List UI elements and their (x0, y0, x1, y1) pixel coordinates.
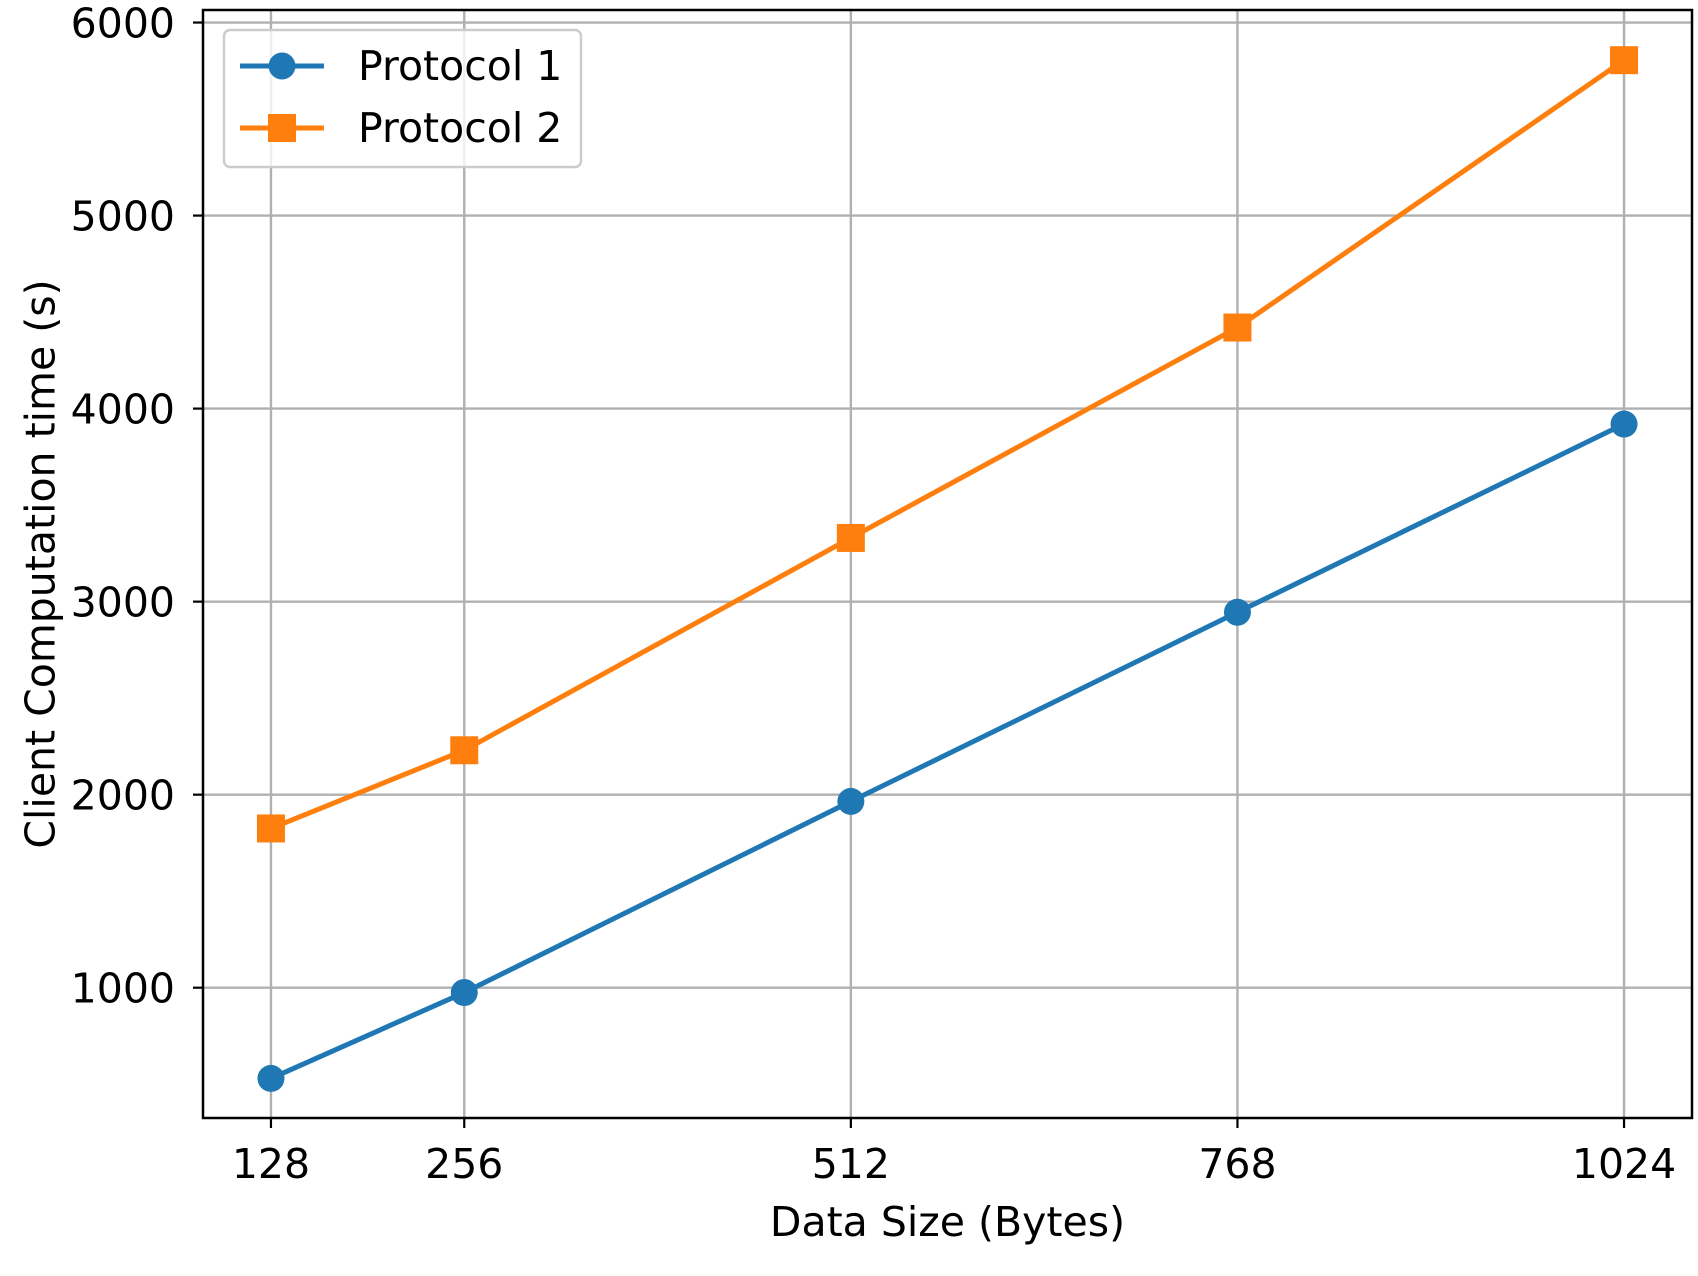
data-point (837, 524, 865, 552)
y-axis-ticks: 1000 2000 3000 4000 5000 6000 (71, 0, 203, 1013)
y-tick-label: 5000 (71, 193, 175, 241)
y-axis-label: Client Computation time (s) (16, 279, 64, 848)
y-tick-label: 1000 (71, 965, 175, 1013)
y-tick-label: 3000 (71, 579, 175, 627)
legend: Protocol 1 Protocol 2 (224, 30, 581, 167)
data-point (1224, 599, 1251, 626)
y-tick-label: 6000 (71, 0, 175, 48)
grid (203, 10, 1692, 1118)
x-tick-label: 768 (1198, 1140, 1276, 1188)
legend-marker (269, 53, 296, 80)
data-point (450, 736, 478, 764)
series-line (271, 60, 1624, 828)
legend-label: Protocol 1 (358, 42, 562, 90)
data-point (257, 814, 285, 842)
legend-marker (268, 114, 296, 142)
x-tick-label: 1024 (1572, 1140, 1676, 1188)
data-point (257, 1065, 284, 1092)
x-axis-ticks: 128 256 512 768 1024 (232, 1118, 1676, 1188)
data-point (451, 979, 478, 1006)
x-tick-label: 512 (812, 1140, 890, 1188)
y-tick-label: 2000 (71, 772, 175, 820)
data-point (1610, 46, 1638, 74)
x-axis-label: Data Size (Bytes) (770, 1198, 1125, 1246)
x-tick-label: 256 (425, 1140, 503, 1188)
data-point (1223, 314, 1251, 342)
data-point (837, 788, 864, 815)
plot-area-frame (203, 10, 1692, 1118)
data-point (1611, 411, 1638, 438)
y-tick-label: 4000 (71, 386, 175, 434)
x-tick-label: 128 (232, 1140, 310, 1188)
legend-label: Protocol 2 (358, 104, 562, 152)
